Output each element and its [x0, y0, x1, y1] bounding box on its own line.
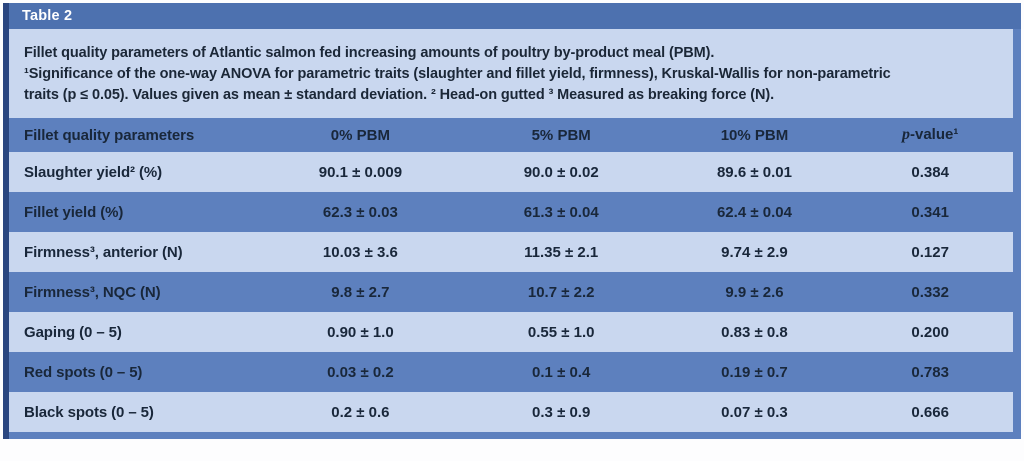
value-cell: 9.74 ± 2.9 — [721, 243, 788, 261]
data-table: Fillet quality parameters 0% PBM 5% PBM … — [9, 118, 1013, 432]
value-cell: 0.332 — [911, 283, 949, 301]
value-cell: 0.83 ± 0.8 — [721, 323, 788, 341]
caption-line-1: Fillet quality parameters of Atlantic sa… — [24, 45, 715, 61]
value-cell: 9.9 ± 2.6 — [725, 283, 784, 301]
table-2-panel: Table 2 Fillet quality parameters of Atl… — [3, 3, 1021, 439]
column-header-pvalue: p-value¹ — [847, 118, 1013, 152]
value-cell: 0.1 ± 0.4 — [532, 363, 591, 381]
row-label: Red spots (0 – 5) — [24, 363, 143, 381]
table-row: Red spots (0 – 5) 0.03 ± 0.2 0.1 ± 0.4 0… — [9, 352, 1013, 392]
row-label: Black spots (0 – 5) — [24, 403, 154, 421]
row-label: Firmness³, NQC (N) — [24, 283, 161, 301]
row-label: Firmness³, anterior (N) — [24, 243, 183, 261]
row-label: Fillet yield (%) — [24, 203, 124, 221]
value-cell: 0.2 ± 0.6 — [331, 403, 390, 421]
table-row: Black spots (0 – 5) 0.2 ± 0.6 0.3 ± 0.9 … — [9, 392, 1013, 432]
value-cell: 0.666 — [911, 403, 949, 421]
value-cell: 0.90 ± 1.0 — [327, 323, 394, 341]
value-cell: 9.8 ± 2.7 — [331, 283, 390, 301]
value-cell: 0.3 ± 0.9 — [532, 403, 591, 421]
column-header-0-pbm: 0% PBM — [330, 126, 390, 144]
value-cell: 0.07 ± 0.3 — [721, 403, 788, 421]
table-title: Table 2 — [22, 8, 73, 24]
value-cell: 10.7 ± 2.2 — [527, 283, 595, 301]
table-caption: Fillet quality parameters of Atlantic sa… — [9, 29, 1013, 118]
value-cell: 0.19 ± 0.7 — [721, 363, 788, 381]
value-cell: 0.55 ± 1.0 — [527, 323, 595, 341]
value-cell: 61.3 ± 0.04 — [523, 203, 599, 221]
value-cell: 0.03 ± 0.2 — [327, 363, 394, 381]
column-header-5-pbm: 5% PBM — [531, 126, 591, 144]
value-cell: 0.384 — [911, 163, 949, 181]
pvalue-rest: -value¹ — [909, 126, 959, 143]
column-header-parameters: Fillet quality parameters — [24, 126, 195, 144]
column-header-10-pbm: 10% PBM — [720, 126, 789, 144]
header-row: Fillet quality parameters 0% PBM 5% PBM … — [9, 118, 1013, 152]
caption-line-2: ¹Significance of the one-way ANOVA for p… — [24, 66, 891, 82]
row-label: Gaping (0 – 5) — [24, 323, 122, 341]
caption-line-3: traits (p ≤ 0.05). Values given as mean … — [24, 87, 775, 103]
value-cell: 0.200 — [911, 323, 949, 341]
value-cell: 0.783 — [911, 363, 949, 381]
table-row: Gaping (0 – 5) 0.90 ± 1.0 0.55 ± 1.0 0.8… — [9, 312, 1013, 352]
table-row: Fillet yield (%) 62.3 ± 0.03 61.3 ± 0.04… — [9, 192, 1013, 232]
table-row: Firmness³, anterior (N) 10.03 ± 3.6 11.3… — [9, 232, 1013, 272]
table-row: Firmness³, NQC (N) 9.8 ± 2.7 10.7 ± 2.2 … — [9, 272, 1013, 312]
value-cell: 0.341 — [911, 203, 949, 221]
value-cell: 62.3 ± 0.03 — [322, 203, 398, 221]
value-cell: 90.0 ± 0.02 — [523, 163, 599, 181]
value-cell: 90.1 ± 0.009 — [318, 163, 403, 181]
value-cell: 10.03 ± 3.6 — [322, 243, 398, 261]
table-row: Slaughter yield² (%) 90.1 ± 0.009 90.0 ±… — [9, 152, 1013, 192]
value-cell: 89.6 ± 0.01 — [716, 163, 792, 181]
value-cell: 62.4 ± 0.04 — [716, 203, 792, 221]
table-title-bar: Table 2 — [9, 3, 1021, 29]
value-cell: 11.35 ± 2.1 — [524, 243, 599, 261]
value-cell: 0.127 — [911, 243, 949, 261]
pvalue-italic-p: p — [901, 126, 910, 143]
table-panel-body: Fillet quality parameters of Atlantic sa… — [9, 29, 1021, 439]
row-label: Slaughter yield² (%) — [24, 163, 163, 181]
